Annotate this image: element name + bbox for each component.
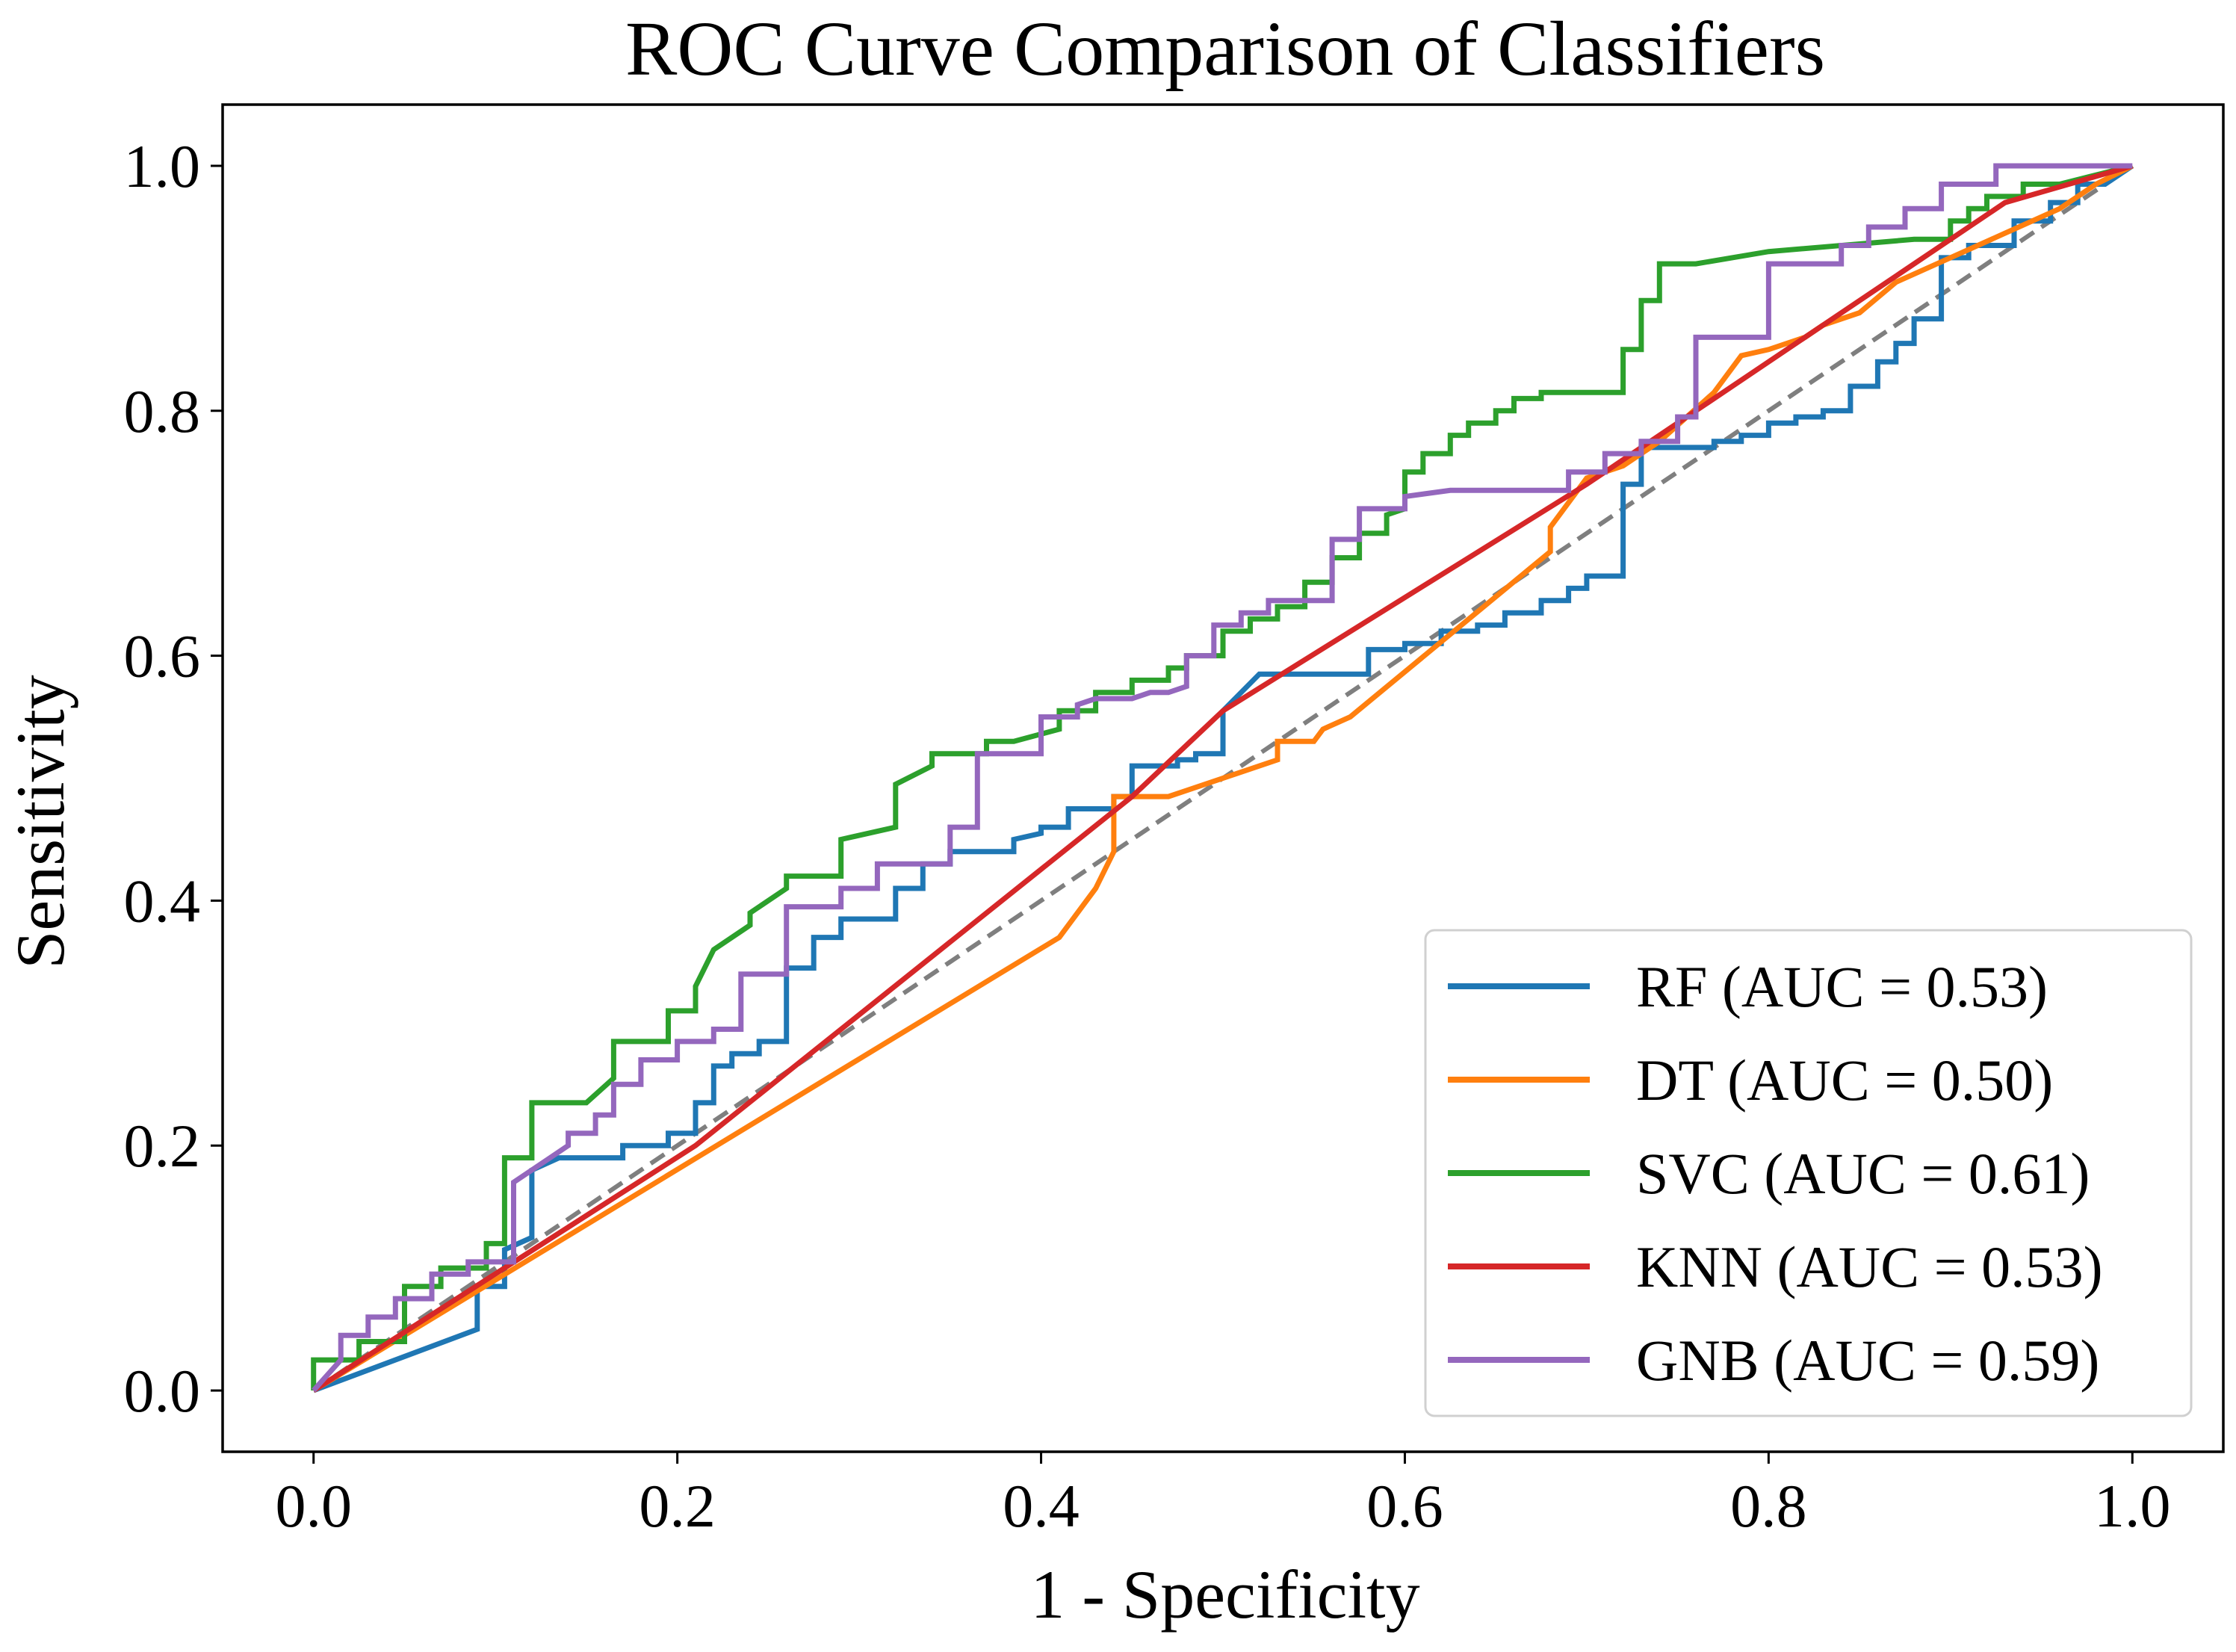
series-line-dt	[312, 163, 2134, 1393]
x-tick-label: 0.2	[639, 1472, 716, 1540]
x-tick-label: 0.8	[1730, 1472, 1807, 1540]
series-line-gnb	[312, 163, 2133, 1393]
chart-title: ROC Curve Comparison of Classifiers	[625, 6, 1825, 92]
legend-label-rf: RF (AUC = 0.53)	[1636, 954, 2048, 1019]
y-tick-label: 0.4	[124, 867, 201, 935]
y-tick-label: 0.8	[124, 377, 201, 445]
legend-label-gnb: GNB (AUC = 0.59)	[1636, 1328, 2099, 1393]
x-tick-label: 0.0	[275, 1472, 352, 1540]
legend-label-dt: DT (AUC = 0.50)	[1636, 1048, 2053, 1113]
y-tick-label: 1.0	[124, 132, 201, 200]
legend-label-knn: KNN (AUC = 0.53)	[1636, 1234, 2103, 1299]
x-tick-label: 0.6	[1366, 1472, 1443, 1540]
y-axis-label: Sensitivity	[2, 675, 78, 969]
legend-box	[1424, 929, 2193, 1417]
y-tick-label: 0.2	[124, 1112, 201, 1180]
series-line-knn	[312, 163, 2134, 1393]
plot-area: 0.0 0.2 0.4 0.6 0.8 1.0 0.0 0.2 0.4 0.6 0.8 1.0 RF (…	[124, 103, 2225, 1540]
legend-label-svc: SVC (AUC = 0.61)	[1636, 1141, 2090, 1206]
x-axis-label: 1 - Specificity	[1030, 1556, 1419, 1633]
series-line-svc	[311, 163, 2134, 1390]
x-tick-label: 0.4	[1003, 1472, 1080, 1540]
plot-frame	[221, 103, 2225, 1453]
x-tick-label: 1.0	[2094, 1472, 2171, 1540]
series-line-rf	[312, 164, 2134, 1393]
y-tick-label: 0.6	[124, 622, 201, 690]
y-tick-label: 0.0	[124, 1357, 201, 1425]
